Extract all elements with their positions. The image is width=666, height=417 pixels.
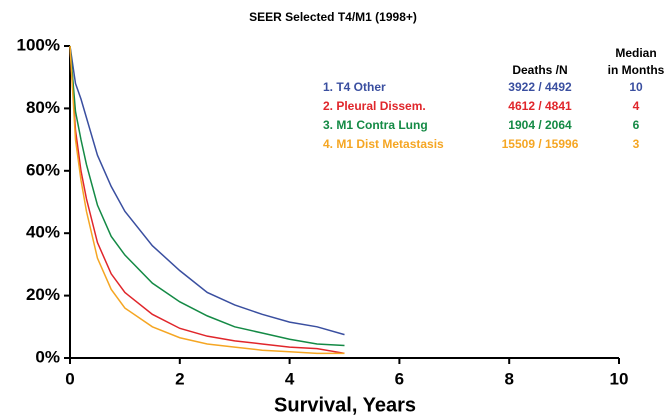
- legend-deaths: 15509 / 15996: [502, 137, 579, 151]
- y-tick-label: 40%: [26, 223, 60, 242]
- legend-label: 4. M1 Dist Metastasis: [323, 137, 444, 151]
- x-tick-label: 8: [504, 369, 513, 388]
- legend-deaths: 1904 / 2064: [508, 118, 572, 132]
- survival-curve: [69, 45, 345, 355]
- legend-deaths: 3922 / 4492: [508, 80, 572, 94]
- legend-label: 2. Pleural Dissem.: [323, 99, 426, 113]
- survival-curve: [69, 45, 345, 336]
- x-tick-label: 0: [65, 369, 74, 388]
- survival-curve: [69, 45, 345, 347]
- x-tick-label: 2: [175, 369, 184, 388]
- survival-curve: [69, 45, 345, 355]
- y-tick-label: 0%: [35, 347, 60, 366]
- legend-median: 10: [629, 80, 643, 94]
- x-axis-label: Survival, Years: [274, 394, 416, 416]
- x-tick-label: 6: [395, 369, 404, 388]
- legend-median: 4: [633, 99, 640, 113]
- legend-header: in Months: [608, 63, 665, 77]
- chart-title: SEER Selected T4/M1 (1998+): [249, 10, 417, 24]
- y-tick-label: 20%: [26, 285, 60, 304]
- legend-deaths: 4612 / 4841: [508, 99, 572, 113]
- x-tick-label: 4: [285, 369, 295, 388]
- x-tick-label: 10: [610, 369, 629, 388]
- y-tick-label: 80%: [26, 98, 60, 117]
- y-tick-label: 60%: [26, 160, 60, 179]
- legend-median: 6: [633, 118, 640, 132]
- legend-median: 3: [633, 137, 640, 151]
- legend-label: 1. T4 Other: [323, 80, 386, 94]
- y-tick-label: 100%: [17, 35, 60, 54]
- legend-header: Deaths /N: [512, 63, 567, 77]
- legend-label: 3. M1 Contra Lung: [323, 118, 428, 132]
- legend-header: Median: [615, 46, 656, 60]
